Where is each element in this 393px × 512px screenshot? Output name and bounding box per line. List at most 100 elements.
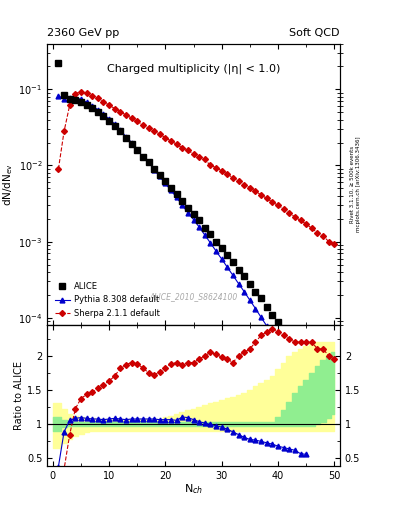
Pythia 8.308 default — [231, 272, 235, 279]
Sherpa 2.1.1 default — [90, 93, 95, 99]
X-axis label: N$_{ch}$: N$_{ch}$ — [184, 482, 203, 496]
Pythia 8.308 default — [248, 297, 252, 303]
Line: Sherpa 2.1.1 default: Sherpa 2.1.1 default — [56, 90, 336, 246]
Sherpa 2.1.1 default — [270, 199, 275, 205]
Sherpa 2.1.1 default — [124, 112, 129, 118]
ALICE — [67, 96, 72, 102]
Sherpa 2.1.1 default — [141, 122, 145, 128]
Sherpa 2.1.1 default — [332, 241, 337, 247]
Sherpa 2.1.1 default — [231, 175, 235, 181]
Pythia 8.308 default — [191, 217, 196, 223]
Pythia 8.308 default — [158, 173, 162, 179]
Sherpa 2.1.1 default — [264, 195, 269, 201]
Pythia 8.308 default — [169, 187, 173, 194]
Line: Pythia 8.308 default: Pythia 8.308 default — [56, 94, 325, 426]
Sherpa 2.1.1 default — [208, 162, 213, 168]
Pythia 8.308 default — [73, 95, 78, 101]
ALICE — [202, 225, 207, 231]
Pythia 8.308 default — [146, 159, 151, 165]
Pythia 8.308 default — [270, 332, 275, 338]
ALICE — [242, 273, 246, 280]
ALICE — [158, 172, 162, 178]
Sherpa 2.1.1 default — [174, 141, 179, 147]
Sherpa 2.1.1 default — [118, 109, 123, 115]
Pythia 8.308 default — [202, 232, 207, 238]
Pythia 8.308 default — [62, 96, 66, 102]
ALICE — [236, 266, 241, 272]
Sherpa 2.1.1 default — [84, 90, 89, 96]
ALICE — [253, 289, 258, 295]
Pythia 8.308 default — [141, 154, 145, 160]
Pythia 8.308 default — [315, 411, 320, 417]
Pythia 8.308 default — [84, 99, 89, 105]
Pythia 8.308 default — [124, 134, 129, 140]
Pythia 8.308 default — [281, 350, 286, 356]
Sherpa 2.1.1 default — [95, 95, 100, 101]
Sherpa 2.1.1 default — [185, 147, 190, 153]
ALICE — [185, 204, 190, 210]
Sherpa 2.1.1 default — [214, 164, 219, 170]
Pythia 8.308 default — [56, 93, 61, 99]
Y-axis label: Ratio to ALICE: Ratio to ALICE — [14, 361, 24, 430]
ALICE — [169, 185, 173, 191]
Sherpa 2.1.1 default — [101, 98, 106, 104]
ALICE — [107, 118, 112, 124]
Text: Soft QCD: Soft QCD — [290, 28, 340, 38]
Text: 2360 GeV pp: 2360 GeV pp — [47, 28, 119, 38]
ALICE — [84, 101, 89, 108]
ALICE — [124, 135, 129, 141]
ALICE — [292, 344, 297, 350]
Pythia 8.308 default — [197, 224, 202, 230]
ALICE — [129, 141, 134, 147]
Text: Charged multiplicity (|η| < 1.0): Charged multiplicity (|η| < 1.0) — [107, 63, 280, 74]
Sherpa 2.1.1 default — [180, 145, 185, 151]
Pythia 8.308 default — [292, 370, 297, 376]
ALICE — [90, 105, 95, 111]
Text: ALICE_2010_S8624100: ALICE_2010_S8624100 — [149, 292, 238, 302]
Pythia 8.308 default — [242, 289, 246, 295]
Sherpa 2.1.1 default — [202, 156, 207, 162]
Pythia 8.308 default — [259, 314, 263, 321]
Pythia 8.308 default — [214, 248, 219, 254]
Sherpa 2.1.1 default — [169, 138, 173, 144]
Pythia 8.308 default — [135, 147, 140, 153]
ALICE — [146, 159, 151, 165]
Sherpa 2.1.1 default — [259, 192, 263, 198]
Sherpa 2.1.1 default — [112, 105, 117, 112]
Sherpa 2.1.1 default — [191, 151, 196, 157]
Sherpa 2.1.1 default — [146, 125, 151, 131]
Pythia 8.308 default — [225, 264, 230, 270]
ALICE — [191, 211, 196, 217]
Sherpa 2.1.1 default — [158, 131, 162, 137]
ALICE — [152, 166, 156, 172]
Pythia 8.308 default — [185, 209, 190, 216]
Pythia 8.308 default — [236, 281, 241, 287]
Pythia 8.308 default — [304, 391, 309, 397]
ALICE — [259, 295, 263, 302]
Pythia 8.308 default — [275, 341, 280, 347]
Pythia 8.308 default — [298, 380, 303, 386]
Pythia 8.308 default — [208, 240, 213, 246]
Pythia 8.308 default — [79, 96, 83, 102]
ALICE — [163, 178, 168, 184]
ALICE — [56, 60, 61, 67]
ALICE — [214, 239, 219, 245]
Sherpa 2.1.1 default — [292, 214, 297, 220]
Pythia 8.308 default — [118, 127, 123, 133]
ALICE — [275, 319, 280, 325]
Sherpa 2.1.1 default — [298, 217, 303, 223]
Sherpa 2.1.1 default — [281, 206, 286, 212]
Sherpa 2.1.1 default — [62, 129, 66, 135]
ALICE — [112, 123, 117, 129]
Sherpa 2.1.1 default — [152, 129, 156, 135]
ALICE — [95, 109, 100, 115]
Pythia 8.308 default — [112, 121, 117, 127]
Sherpa 2.1.1 default — [197, 154, 202, 160]
Sherpa 2.1.1 default — [135, 118, 140, 124]
Sherpa 2.1.1 default — [309, 225, 314, 231]
Sherpa 2.1.1 default — [315, 230, 320, 236]
ALICE — [219, 245, 224, 251]
ALICE — [281, 327, 286, 333]
ALICE — [174, 191, 179, 197]
Pythia 8.308 default — [264, 323, 269, 329]
